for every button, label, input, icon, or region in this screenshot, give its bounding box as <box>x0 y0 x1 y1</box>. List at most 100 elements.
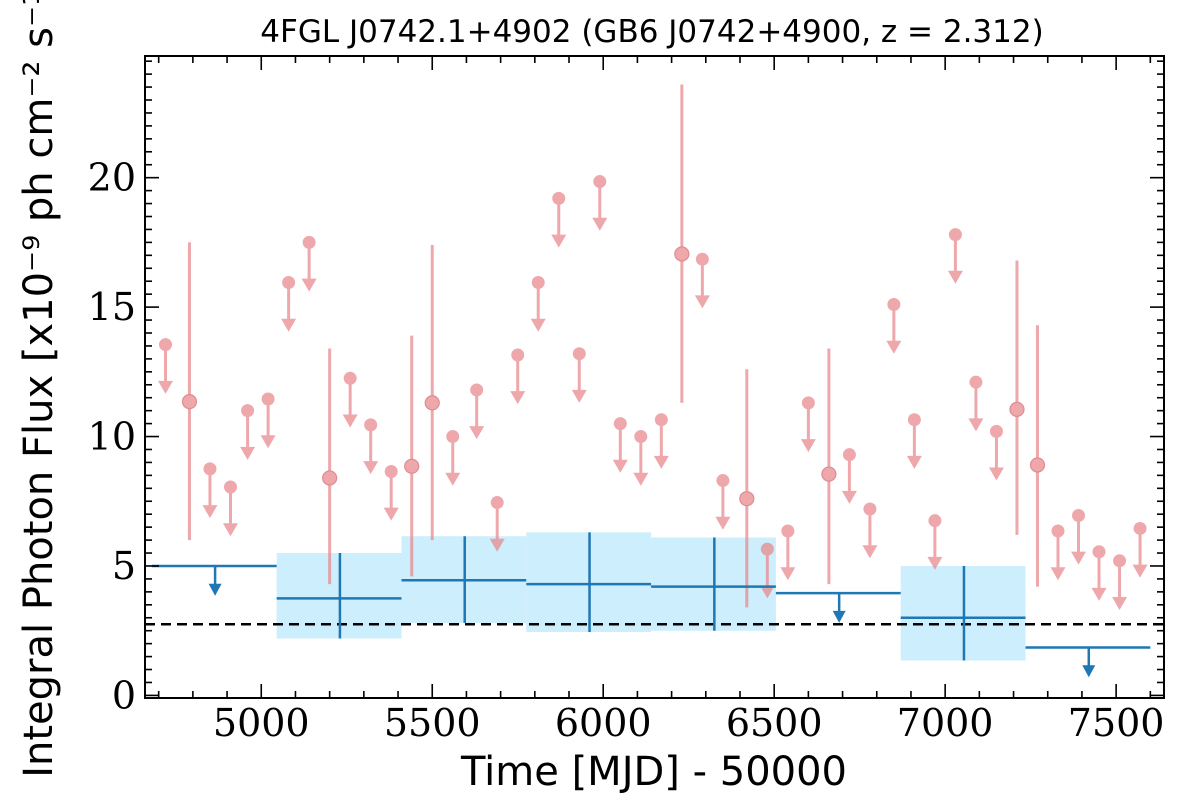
limit-marker <box>1072 508 1086 522</box>
limit-marker <box>282 276 296 290</box>
x-tick-label: 5000 <box>213 701 310 745</box>
short-bin-upper-limit <box>301 235 317 292</box>
limit-arrow <box>612 459 628 473</box>
long-bin-detection <box>401 536 527 623</box>
limit-arrow <box>301 278 317 292</box>
long-bin-detection <box>276 553 402 639</box>
limit-arrow <box>832 610 846 623</box>
limit-marker <box>241 404 255 418</box>
short-bin-upper-limit <box>202 462 218 519</box>
limit-arrow <box>383 507 399 521</box>
short-bin-upper-limit <box>800 396 816 453</box>
data-point <box>322 470 338 486</box>
limit-marker <box>613 417 627 431</box>
short-bin-detection <box>739 369 755 608</box>
limit-arrow <box>653 455 669 469</box>
short-bin-detection <box>424 244 440 541</box>
short-bin-upper-limit <box>1071 508 1087 565</box>
limit-marker <box>863 502 877 516</box>
short-bin-detection <box>1009 260 1025 535</box>
limit-marker <box>364 418 378 432</box>
limit-arrow <box>592 217 608 231</box>
limit-marker <box>593 175 607 189</box>
plot-area <box>145 84 1164 678</box>
limit-arrow <box>927 556 943 570</box>
short-bin-upper-limit <box>222 480 238 537</box>
x-tick-label: 6500 <box>726 701 823 745</box>
limit-arrow <box>1112 596 1128 610</box>
limit-arrow <box>780 567 796 581</box>
short-bin-upper-limit <box>1132 521 1148 578</box>
limit-arrow <box>968 418 984 432</box>
limit-arrow <box>1091 587 1107 601</box>
x-tick-label: 7000 <box>897 701 994 745</box>
limit-marker <box>203 462 217 476</box>
limit-arrow <box>281 318 297 332</box>
short-bin-upper-limit <box>445 430 461 486</box>
limit-marker <box>384 464 398 478</box>
short-bin-upper-limit <box>862 502 878 559</box>
short-bin-upper-limit <box>469 383 485 440</box>
short-bin-upper-limit <box>906 413 922 469</box>
limit-marker <box>490 496 504 510</box>
limit-arrow <box>947 270 963 284</box>
limit-arrow <box>1050 567 1066 581</box>
limit-marker <box>572 347 586 361</box>
limit-marker <box>948 228 962 242</box>
short-bin-upper-limit <box>694 252 710 309</box>
short-bin-upper-limit <box>489 496 505 552</box>
short-bin-upper-limit <box>383 464 399 521</box>
long-bin-upper-limit <box>775 591 901 623</box>
y-tick-label: 15 <box>88 285 136 329</box>
data-point <box>424 395 440 411</box>
limit-marker <box>695 252 709 266</box>
short-bin-upper-limit <box>633 430 649 486</box>
short-bin-upper-limit <box>988 424 1004 481</box>
short-bin-upper-limit <box>780 524 796 581</box>
limit-arrow <box>222 523 238 537</box>
short-bin-upper-limit <box>968 375 984 432</box>
short-bin-detection <box>1029 325 1046 587</box>
limit-arrow <box>202 505 218 519</box>
short-bin-upper-limit <box>281 276 297 332</box>
limit-arrow <box>906 455 922 469</box>
limit-marker <box>470 383 484 397</box>
limit-marker <box>716 474 730 488</box>
short-bin-upper-limit <box>363 418 379 475</box>
limit-marker <box>159 338 173 352</box>
limit-arrow <box>260 435 276 449</box>
limit-marker <box>842 448 856 462</box>
short-bin-detection <box>821 348 837 585</box>
limit-arrow <box>469 426 485 440</box>
short-bin-upper-limit <box>1112 554 1128 610</box>
limit-arrow <box>715 516 731 530</box>
short-bin-upper-limit <box>947 228 963 284</box>
long-bin-detection <box>900 565 1026 661</box>
long-bin-upper-limit <box>151 564 277 596</box>
limit-arrow <box>800 439 816 453</box>
limit-marker <box>446 430 460 444</box>
x-tick-label: 7500 <box>1068 701 1165 745</box>
limit-marker <box>989 424 1003 438</box>
short-bin-upper-limit <box>571 347 587 403</box>
limit-marker <box>928 514 942 528</box>
long-bin-detection <box>651 537 776 631</box>
limit-marker <box>760 542 774 556</box>
short-bin-upper-limit <box>342 371 358 428</box>
limit-marker <box>887 298 901 312</box>
short-bin-upper-limit <box>530 276 546 332</box>
x-axis-label: Time [MJD] - 50000 <box>460 749 847 795</box>
y-tick-label: 0 <box>112 673 136 717</box>
limit-arrow <box>363 461 379 475</box>
limit-arrow <box>633 472 649 486</box>
data-point <box>1009 401 1025 417</box>
limit-marker <box>511 348 525 362</box>
limit-arrow <box>445 472 461 486</box>
limit-arrow <box>510 391 526 405</box>
limit-marker <box>654 413 668 427</box>
long-bin-detection <box>526 532 652 632</box>
limit-arrow <box>1132 564 1148 578</box>
limit-marker <box>781 524 795 538</box>
axis-ticks: 5000 5500 6000 6500 7000 7500 0 5 10 15 20 <box>88 56 1165 745</box>
short-bin-detection <box>181 242 198 541</box>
